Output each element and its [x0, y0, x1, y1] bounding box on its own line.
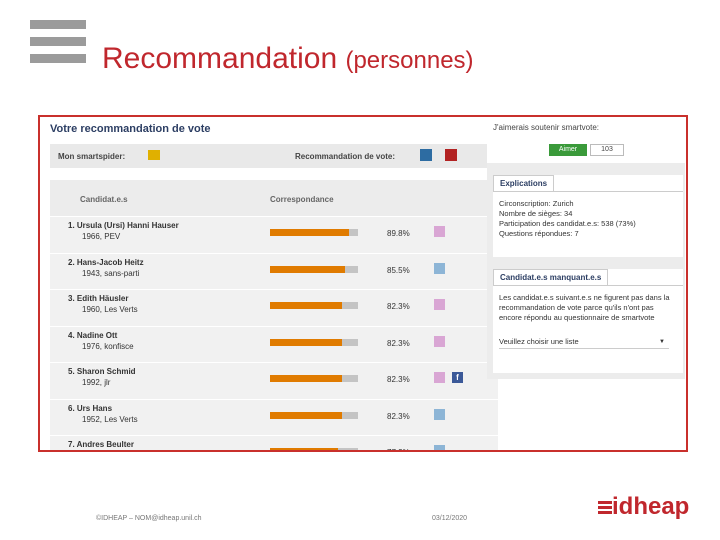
candidate-details: 1943, sans-parti: [82, 268, 140, 278]
candidate-name[interactable]: 4. Nadine Ott: [68, 330, 118, 340]
explanation-line: Participation des candidat.e.s: 538 (73%…: [499, 219, 636, 228]
print-icon[interactable]: [420, 149, 432, 161]
match-bar: [270, 302, 358, 309]
support-box: J'aimerais soutenir smartvote: Aimer 103: [487, 117, 685, 163]
match-bar-fill: [270, 448, 338, 450]
explanations-panel: Explications Circonscription: Zurich Nom…: [493, 175, 683, 257]
sidebar: J'aimerais soutenir smartvote: Aimer 103…: [487, 117, 685, 379]
match-bar: [270, 448, 358, 450]
table-row[interactable]: 2. Hans-Jacob Heitz 1943, sans-parti 85.5%: [50, 252, 498, 289]
support-text: J'aimerais soutenir smartvote:: [493, 123, 600, 132]
candidate-details: 1966, PEV: [82, 232, 121, 241]
candidate-details: 1960, Les Verts: [82, 305, 138, 314]
missing-body: Les candidat.e.s suivant.e.s ne figurent…: [493, 285, 683, 356]
col-candidates[interactable]: Candidat.e.s: [80, 195, 128, 204]
list-select[interactable]: Veuillez choisir une liste ▼: [499, 337, 669, 349]
table-row[interactable]: 5. Sharon Schmid 1992, jlr 82.3% f: [50, 362, 498, 399]
match-bar: [270, 411, 358, 419]
match-bar-fill: [270, 229, 350, 236]
explanations-body: Circonscription: Zurich Nombre de sièges…: [493, 191, 683, 246]
table-header: Candidat.e.s Correspondance: [50, 180, 498, 216]
table-row[interactable]: 4. Nadine Ott 1976, konfisce 82.3%: [50, 325, 498, 362]
female-avatar-icon[interactable]: [434, 372, 445, 383]
candidate-name[interactable]: 3. Edith Häusler: [68, 294, 129, 303]
recommendation-panel: Votre recommandation de vote Mon smartsp…: [50, 123, 498, 452]
tab-explanations[interactable]: Explications: [493, 175, 555, 191]
recommendation-heading: Votre recommandation de vote: [50, 123, 211, 135]
table-row[interactable]: 6. Urs Hans 1952, Les Verts 82.3%: [50, 398, 498, 435]
explanation-line: Circonscription: Zurich: [499, 199, 574, 208]
candidate-name[interactable]: 2. Hans-Jacob Heitz: [68, 257, 144, 267]
smartspider-label: Mon smartspider:: [58, 152, 126, 161]
table-row[interactable]: 7. Andres Beulter 1966, PEV 77.2%: [50, 435, 498, 452]
candidate-details: 1976, konfisce: [82, 341, 134, 351]
table-row[interactable]: 3. Edith Häusler 1960, Les Verts 82.3%: [50, 289, 498, 326]
female-avatar-icon[interactable]: [434, 299, 445, 310]
match-bar-fill: [270, 411, 343, 419]
menu-bars-logo: [30, 20, 86, 71]
match-bar: [270, 375, 358, 382]
explanation-line: Questions répondues: 7: [499, 229, 579, 238]
match-percent: 82.3%: [387, 338, 410, 348]
candidate-list: 1. Ursula (Ursi) Hanni Hauser 1966, PEV 89…: [50, 216, 498, 452]
candidate-details: 1992, jlr: [82, 378, 111, 387]
recommendation-label: Recommandation de vote:: [295, 152, 396, 161]
smartvote-screenshot: Votre recommandation de vote Mon smartsp…: [38, 115, 688, 452]
candidate-name[interactable]: 1. Ursula (Ursi) Hanni Hauser: [68, 221, 179, 230]
match-percent: 82.3%: [387, 302, 410, 311]
idheap-logo: idheap: [598, 493, 689, 521]
male-avatar-icon[interactable]: [434, 262, 445, 274]
like-button[interactable]: Aimer: [549, 144, 587, 156]
match-percent: 82.3%: [387, 411, 410, 421]
footer-date: 03/12/2020: [432, 515, 468, 522]
match-bar-fill: [270, 338, 343, 346]
match-bar-fill: [270, 375, 343, 382]
match-percent: 85.5%: [387, 265, 410, 275]
match-bar: [270, 338, 358, 346]
match-bar-fill: [270, 302, 343, 309]
male-avatar-icon[interactable]: [434, 445, 445, 450]
pdf-icon[interactable]: [445, 149, 457, 161]
match-percent: 82.3%: [387, 375, 410, 384]
like-count: 103: [590, 144, 624, 156]
candidate-name[interactable]: 7. Andres Beulter: [68, 440, 134, 449]
table-row[interactable]: 1. Ursula (Ursi) Hanni Hauser 1966, PEV 89…: [50, 216, 498, 253]
candidate-details: 1966, PEV: [82, 451, 120, 452]
smartspider-icon[interactable]: [148, 150, 160, 160]
explanation-line: Nombre de sièges: 34: [499, 209, 573, 218]
match-bar: [270, 265, 358, 273]
male-avatar-icon[interactable]: [434, 408, 445, 420]
candidate-details: 1952, Les Verts: [82, 414, 138, 424]
match-percent: 77.2%: [387, 448, 410, 450]
col-match[interactable]: Correspondance: [270, 195, 334, 204]
female-avatar-icon[interactable]: [434, 226, 445, 237]
match-bar: [270, 229, 358, 236]
tab-missing[interactable]: Candidat.e.s manquant.e.s: [493, 269, 609, 285]
facebook-icon[interactable]: f: [452, 372, 463, 383]
candidate-name[interactable]: 6. Urs Hans: [68, 403, 113, 413]
missing-panel: Candidat.e.s manquant.e.s Les candidat.e…: [493, 269, 683, 373]
chevron-down-icon: ▼: [659, 339, 665, 345]
recommendation-toolbar: Mon smartspider: Recommandation de vote:: [50, 144, 498, 168]
list-select-value: Veuillez choisir une liste: [499, 337, 579, 346]
female-avatar-icon[interactable]: [434, 335, 445, 347]
match-bar-fill: [270, 265, 346, 273]
slide-title: Recommandation (personnes): [102, 42, 474, 75]
match-percent: 89.8%: [387, 229, 410, 238]
footer-contact: ©IDHEAP – NOM@idheap.unil.ch: [96, 515, 202, 522]
candidate-name[interactable]: 5. Sharon Schmid: [68, 367, 136, 376]
missing-text: Les candidat.e.s suivant.e.s ne figurent…: [499, 293, 670, 322]
